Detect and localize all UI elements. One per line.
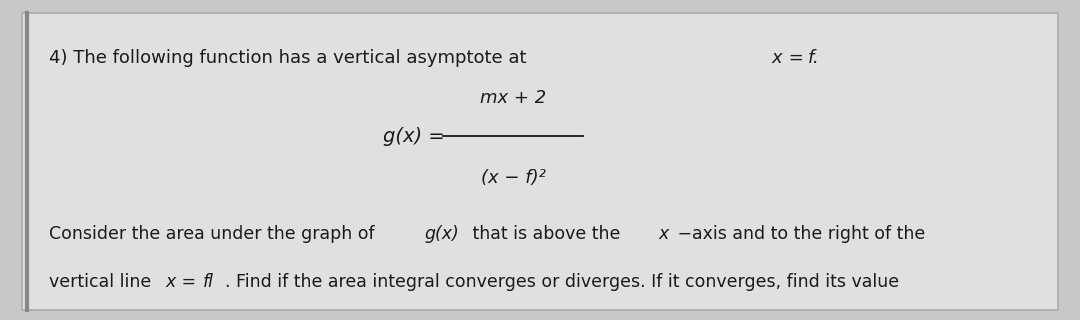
- Text: Consider the area under the graph of: Consider the area under the graph of: [49, 225, 380, 243]
- Text: x: x: [165, 273, 175, 291]
- Text: mx + 2: mx + 2: [480, 89, 546, 107]
- Text: 4) The following function has a vertical asymptote at: 4) The following function has a vertical…: [49, 49, 531, 67]
- Text: =: =: [783, 49, 810, 67]
- Text: fl: fl: [203, 273, 214, 291]
- Text: f.: f.: [808, 49, 820, 67]
- Text: x: x: [771, 49, 782, 67]
- Text: (x − f)²: (x − f)²: [481, 169, 545, 187]
- Text: g(x) =: g(x) =: [383, 126, 445, 146]
- Text: . Find if the area integral converges or diverges. If it converges, find its val: . Find if the area integral converges or…: [225, 273, 899, 291]
- Text: =: =: [176, 273, 202, 291]
- Text: vertical line: vertical line: [49, 273, 157, 291]
- Text: g(x): g(x): [424, 225, 459, 243]
- Text: that is above the: that is above the: [467, 225, 625, 243]
- FancyBboxPatch shape: [22, 13, 1058, 310]
- Text: −axis and to the right of the: −axis and to the right of the: [672, 225, 924, 243]
- Text: x: x: [659, 225, 669, 243]
